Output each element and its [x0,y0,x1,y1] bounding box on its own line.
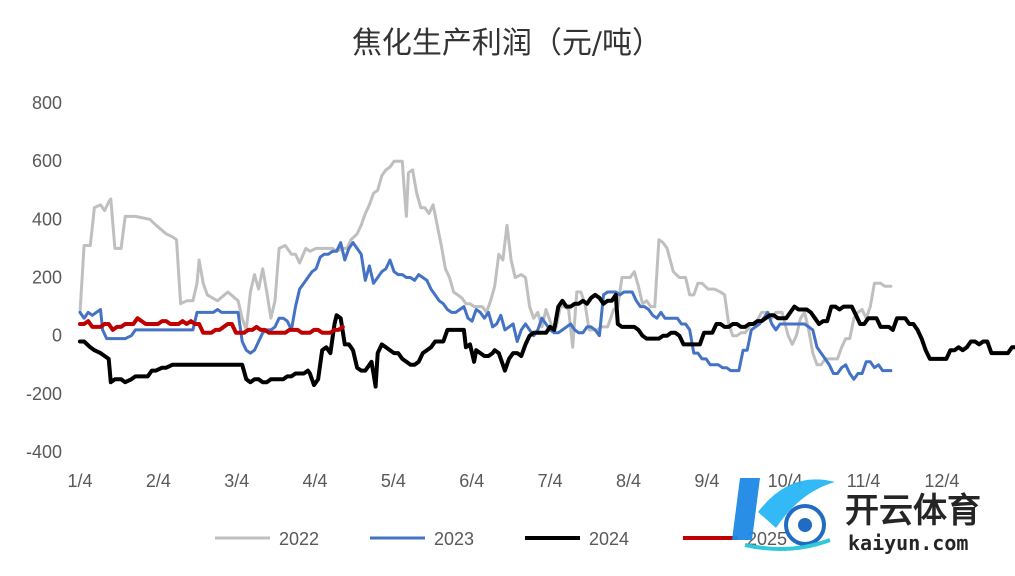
x-tick-label: 2/4 [146,471,171,491]
y-tick-label: 800 [32,93,62,113]
legend-label-2022: 2022 [279,529,319,549]
x-tick-label: 9/4 [694,471,719,491]
x-tick-label: 11/4 [847,471,881,491]
legend-label-2025: 2025 [747,529,787,549]
watermark-brand-cn: 开云体育 [845,491,981,531]
x-tick-label: 4/4 [303,471,328,491]
chart-title: 焦化生产利润（元/吨） [352,26,662,61]
x-tick-label: 8/4 [616,471,641,491]
watermark-brand-en: kaiyun.com [848,531,968,555]
series-lines [78,159,1015,389]
series-line-2025 [78,316,345,335]
watermark: 开云体育 kaiyun.com [732,478,981,555]
kaiyun-logo-icon [732,478,835,551]
series-line-2022 [78,159,893,367]
series-line-2024 [78,292,1015,389]
y-tick-label: 400 [32,209,62,229]
x-tick-label: 1/4 [67,471,92,491]
x-tick-label: 3/4 [224,471,249,491]
y-tick-label: -400 [26,442,62,462]
x-tick-label: 12/4 [924,471,959,491]
legend: 2022 2023 2024 2025 [215,529,787,549]
legend-label-2024: 2024 [589,529,629,549]
y-axis-ticks: 800 600 400 200 0 -200 -400 [26,93,62,462]
x-tick-label: 6/4 [459,471,484,491]
y-tick-label: 0 [52,326,62,346]
legend-label-2023: 2023 [434,529,474,549]
y-tick-label: 200 [32,268,62,288]
x-axis-ticks: 1/4 2/4 3/4 4/4 5/4 6/4 7/4 8/4 9/4 10/4 11/4 12/4 [67,471,959,491]
x-tick-label: 5/4 [381,471,406,491]
y-tick-label: -200 [26,384,62,404]
y-tick-label: 600 [32,151,62,171]
x-tick-label: 7/4 [538,471,563,491]
